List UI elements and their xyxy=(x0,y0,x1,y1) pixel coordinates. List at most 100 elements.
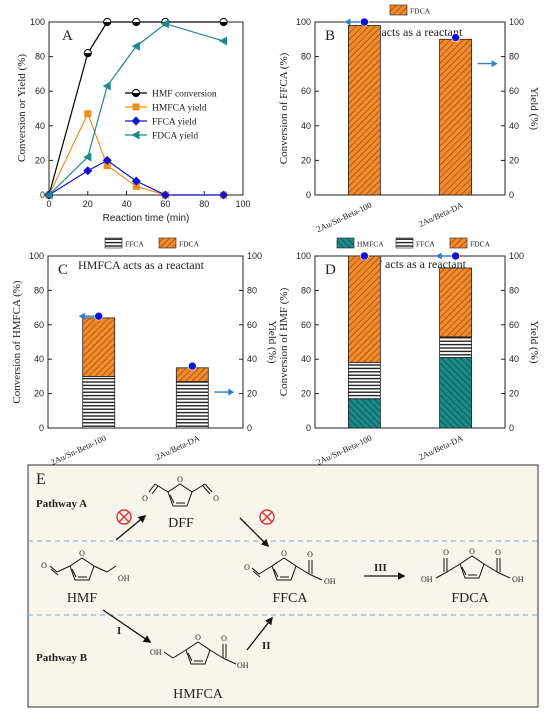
hmfca-oh: OH xyxy=(237,661,249,670)
panel-e: E Pathway A Pathway B O O O DFF xyxy=(27,464,539,708)
panel-a: A 0 20 40 60 80 100 0 20 40 60 80 100 HMF conversio… xyxy=(16,17,251,224)
y-axis-title: Conversion of HMFCA (%) xyxy=(11,280,23,403)
y-tick-label: 40 xyxy=(301,354,311,364)
fdca-co-o-left: O xyxy=(443,548,449,557)
conversion-point xyxy=(451,251,460,261)
hmf-oh: OH xyxy=(118,574,130,583)
legend-item: FDCA yield xyxy=(125,130,198,142)
series-line xyxy=(48,21,224,196)
y2-tick-label: 80 xyxy=(509,285,519,295)
y2-tick-label: 80 xyxy=(509,52,519,62)
legend-item: FFCA yield xyxy=(125,116,197,128)
y2-tick-label: 40 xyxy=(509,121,519,131)
hmfca-molecule xyxy=(163,641,237,665)
hmf-cho-o: O xyxy=(41,561,47,570)
arrow-dff-to-ffca xyxy=(239,517,270,548)
blocked-icon-1 xyxy=(116,509,132,525)
axis-arrowhead-left xyxy=(78,312,85,320)
pathway-a-label: Pathway A xyxy=(36,498,87,510)
fdca-co-o-right: O xyxy=(495,548,501,557)
conversion-point xyxy=(188,361,197,371)
y2-tick-label: 40 xyxy=(509,354,519,364)
legend-label: FDCA xyxy=(179,240,200,249)
legend-label: HMF conversion xyxy=(152,90,217,100)
bar-segment-fdca xyxy=(439,38,473,196)
marker-triangle xyxy=(131,41,140,51)
marker-circle xyxy=(219,17,228,27)
fdca-label: FDCA xyxy=(451,591,489,606)
series-fdca-yield xyxy=(44,19,228,200)
y2-tick-label: 100 xyxy=(247,251,262,261)
ffca-molecule xyxy=(251,557,323,581)
marker-triangle xyxy=(44,190,53,200)
legend-label: FDCA xyxy=(410,7,431,16)
legend-label: FFCA xyxy=(416,240,435,249)
legend-swatch xyxy=(336,237,355,249)
arrow-hmf-to-dff xyxy=(115,515,147,541)
y-tick-label: 100 xyxy=(296,251,311,261)
panel-label: C xyxy=(58,262,68,278)
panel-label: D xyxy=(325,262,336,278)
marker-circle xyxy=(83,49,92,58)
y2-axis-title: Yield (%) xyxy=(266,320,278,363)
x-tick-label: 80 xyxy=(199,199,209,209)
marker-triangle xyxy=(160,19,169,29)
step-i-label: I xyxy=(117,625,121,637)
step-ii-label: II xyxy=(262,640,271,652)
marker-diamond xyxy=(219,190,229,200)
legend-label: FFCA xyxy=(125,240,144,249)
legend-label: HMFCA xyxy=(357,240,384,249)
y-tick-label: 100 xyxy=(30,17,45,27)
hmf-label: HMF xyxy=(67,591,98,606)
panel-a-ticks: 0 20 40 60 80 100 0 20 40 60 80 100 xyxy=(30,17,251,209)
y-tick-label: 80 xyxy=(34,285,44,295)
marker-circle xyxy=(103,17,112,27)
x-tick-label: 2Au/Beta-DA xyxy=(417,199,465,229)
y-tick-label: 20 xyxy=(35,155,45,165)
series-ffca-yield xyxy=(44,155,229,200)
marker-triangle xyxy=(102,81,111,91)
plot-frame xyxy=(314,21,506,196)
dff-cho-o-right: O xyxy=(213,494,219,503)
marker-diamond xyxy=(83,166,93,176)
axis-arrowhead-left xyxy=(435,252,442,260)
panel-a-xlabel: Reaction time (min) xyxy=(103,213,190,224)
y-tick-label: 60 xyxy=(35,86,45,96)
marker-triangle xyxy=(131,130,140,140)
y2-tick-label: 100 xyxy=(509,17,524,27)
marker-triangle xyxy=(83,152,92,162)
x-tick-label: 20 xyxy=(83,199,93,209)
y-tick-label: 0 xyxy=(40,190,45,200)
y-axis-title: Conversion of HMF (%) xyxy=(278,287,290,396)
y-tick-label: 60 xyxy=(34,320,44,330)
conversion-point xyxy=(94,311,103,321)
step-iii-label: III xyxy=(374,562,387,574)
hmfca-co-o: O xyxy=(221,634,227,643)
y-tick-label: 40 xyxy=(301,121,311,131)
panel-a-label: A xyxy=(62,28,73,44)
series-line xyxy=(48,23,224,196)
panel-d: HMFCA FFCA FDCA D HMF acts as a reactant 0 0 20… xyxy=(278,237,540,467)
x-tick-label: 2Au/Beta-DA xyxy=(417,432,465,462)
y-tick-label: 0 xyxy=(306,190,311,200)
marker-circle xyxy=(131,88,141,98)
y-tick-label: 20 xyxy=(301,389,311,399)
panel-a-legend: HMF conversion HMFCA yield FFCA yield FDCA … xyxy=(125,88,217,142)
bar-segment-fdca xyxy=(347,255,381,364)
panel-a-series xyxy=(44,17,229,200)
y-tick-label: 0 xyxy=(306,423,311,433)
y-tick-label: 100 xyxy=(296,17,311,27)
legend-swatch xyxy=(158,237,177,249)
legend-label: FDCA yield xyxy=(152,132,198,142)
legend-swatch xyxy=(395,237,414,249)
blocked-icon-2 xyxy=(259,509,275,525)
y2-tick-label: 20 xyxy=(247,389,257,399)
bar-segment-hmfca xyxy=(439,357,473,429)
bar-segment-fdca xyxy=(347,25,381,196)
legend-label: FDCA xyxy=(470,240,491,249)
y2-tick-label: 0 xyxy=(509,190,514,200)
arrow-hmf-to-hmfca xyxy=(102,609,152,643)
axis-arrowhead-right xyxy=(491,60,498,68)
x-tick-label: 0 xyxy=(46,199,51,209)
marker-square xyxy=(103,162,111,170)
